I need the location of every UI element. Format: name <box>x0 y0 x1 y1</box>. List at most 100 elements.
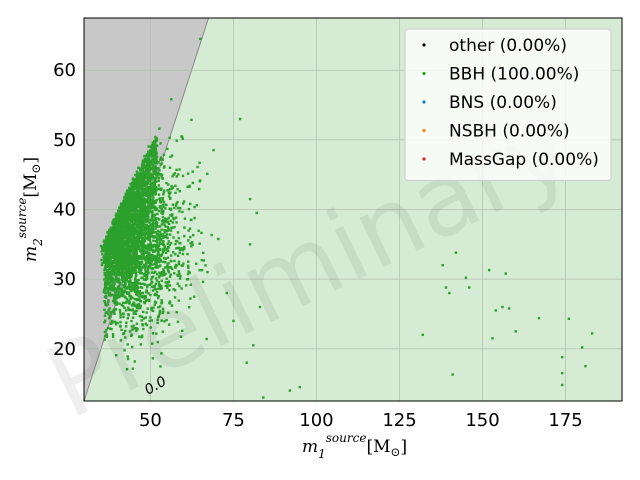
data-point <box>130 319 133 323</box>
data-point <box>106 258 109 262</box>
data-point <box>144 322 147 326</box>
data-point <box>206 172 209 176</box>
data-point <box>117 288 121 291</box>
data-point <box>127 247 130 250</box>
data-point <box>142 191 145 195</box>
data-point <box>99 244 103 248</box>
data-point <box>167 280 170 284</box>
data-point <box>159 200 162 204</box>
data-point <box>122 237 125 240</box>
data-point <box>120 260 123 264</box>
data-point <box>143 251 146 254</box>
data-point <box>132 199 136 203</box>
data-point <box>167 266 170 269</box>
data-point <box>167 195 171 198</box>
data-point <box>171 221 175 224</box>
data-point <box>102 239 106 243</box>
data-point <box>119 324 122 327</box>
data-point <box>150 206 153 209</box>
data-point <box>160 287 163 290</box>
data-point <box>135 204 138 208</box>
data-point <box>119 237 123 240</box>
data-point <box>157 179 160 183</box>
data-point <box>123 329 127 333</box>
data-point <box>138 249 142 252</box>
data-point <box>130 231 134 234</box>
data-point <box>288 389 292 392</box>
data-point <box>150 183 154 186</box>
data-point <box>160 279 163 283</box>
data-point <box>116 216 119 220</box>
data-point <box>125 221 128 224</box>
data-point <box>141 248 145 252</box>
data-point <box>155 273 159 276</box>
data-point <box>144 201 147 204</box>
data-point <box>141 252 144 255</box>
data-point <box>133 286 136 289</box>
data-point <box>150 260 153 263</box>
data-point <box>167 183 170 186</box>
data-point <box>162 189 166 192</box>
data-point <box>119 231 122 234</box>
data-point <box>124 325 128 328</box>
data-point <box>141 282 144 285</box>
data-point <box>132 267 136 270</box>
data-point <box>160 220 164 223</box>
data-point <box>181 137 184 140</box>
data-point <box>123 244 126 248</box>
data-point <box>210 233 213 237</box>
data-point <box>189 242 192 245</box>
data-point <box>134 222 138 225</box>
data-point <box>157 225 160 228</box>
data-point <box>142 204 145 208</box>
data-point <box>153 258 157 261</box>
data-point <box>132 231 135 234</box>
data-point <box>126 197 130 201</box>
data-point <box>143 229 146 232</box>
data-point <box>134 281 138 284</box>
data-point <box>130 334 133 338</box>
data-point <box>161 196 164 200</box>
data-point <box>141 211 145 214</box>
data-point <box>147 150 150 153</box>
data-point <box>171 226 175 229</box>
data-point <box>137 189 141 192</box>
data-point <box>175 202 178 205</box>
data-point <box>150 308 153 312</box>
data-point <box>127 306 130 309</box>
data-point <box>163 248 166 252</box>
data-point <box>129 208 133 212</box>
data-point <box>156 221 159 225</box>
data-point <box>125 191 129 194</box>
data-point <box>142 295 145 298</box>
data-point <box>121 240 124 244</box>
data-point <box>154 164 157 168</box>
data-point <box>160 299 163 302</box>
data-point <box>144 219 148 222</box>
data-point <box>134 243 137 246</box>
data-point <box>165 221 169 224</box>
data-point <box>162 193 165 196</box>
data-point <box>103 284 107 287</box>
data-point <box>167 262 170 265</box>
data-point <box>145 276 149 279</box>
data-point <box>124 192 128 196</box>
data-point <box>168 233 172 236</box>
data-point <box>139 196 142 200</box>
data-point <box>156 243 159 246</box>
data-point <box>132 238 135 241</box>
data-point <box>159 142 162 145</box>
data-point <box>175 168 178 172</box>
data-point <box>161 330 165 333</box>
data-point <box>180 135 183 138</box>
data-point <box>128 256 131 259</box>
data-point <box>148 283 152 286</box>
data-point <box>131 178 135 181</box>
data-point <box>162 243 165 247</box>
data-point <box>159 158 162 161</box>
data-point <box>162 260 165 264</box>
data-point <box>454 251 458 254</box>
data-point <box>120 202 123 205</box>
data-point <box>113 221 117 224</box>
data-point <box>119 281 122 285</box>
